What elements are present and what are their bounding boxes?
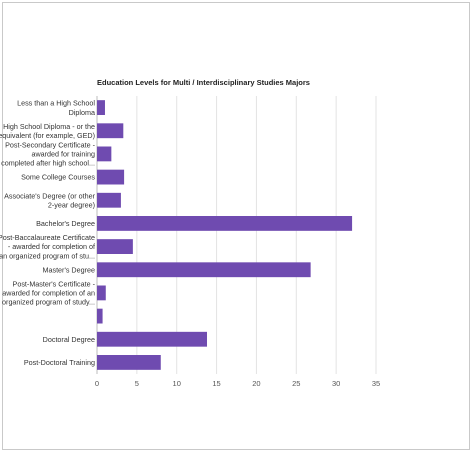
- category-label-line: 2-year degree): [48, 200, 95, 209]
- category-label-line: awarded for training: [31, 150, 95, 159]
- category-label: Post-Doctoral Training: [24, 358, 95, 367]
- bar: [97, 285, 106, 301]
- bar: [97, 100, 105, 115]
- x-tick-label: 35: [372, 379, 380, 388]
- gridlines: [96, 96, 377, 374]
- category-label-line: Bachelor's Degree: [36, 219, 95, 228]
- x-tick-labels: 0 5 10 15 20 25 30 35: [95, 379, 380, 388]
- category-label-line: Master's Degree: [42, 265, 95, 274]
- category-label: Bachelor's Degree: [36, 219, 95, 228]
- bar: [97, 216, 353, 231]
- category-label-line: Diploma: [69, 108, 95, 117]
- x-tick-label: 5: [135, 379, 139, 388]
- category-labels: Less than a High School Diploma High Schoo…: [0, 99, 96, 367]
- bar: [97, 239, 133, 254]
- bar: [97, 262, 311, 278]
- category-label: Post-Baccalaureate Certificate - awarded …: [0, 233, 95, 260]
- category-label-line: Associate's Degree (or other: [4, 191, 95, 200]
- category-label-line: High School Diploma - or the: [3, 122, 95, 131]
- bars: [97, 100, 353, 370]
- x-tick-label: 0: [95, 379, 99, 388]
- category-label: Doctoral Degree: [43, 335, 95, 344]
- category-label-line: Doctoral Degree: [43, 335, 95, 344]
- category-label: Some College Courses: [21, 173, 95, 182]
- bar: [97, 331, 208, 347]
- category-label-line: Less than a High School: [17, 99, 95, 108]
- category-label-line: completed after high school...: [1, 159, 95, 168]
- bar: [97, 123, 124, 139]
- x-tick-label: 15: [212, 379, 220, 388]
- x-tick-label: 10: [173, 379, 181, 388]
- category-label-line: - awarded for completion of: [8, 242, 95, 251]
- bar: [97, 308, 103, 324]
- category-label-line: Post-Secondary Certificate -: [5, 140, 95, 149]
- category-label-line: Post-Baccalaureate Certificate: [0, 233, 95, 242]
- category-label: Master's Degree: [42, 265, 95, 274]
- category-label: High School Diploma - or the equivalent (…: [0, 122, 95, 140]
- category-label-line: organized program of study...: [2, 298, 95, 307]
- category-label-line: Post-Doctoral Training: [24, 358, 95, 367]
- bar: [97, 146, 112, 162]
- category-label: Less than a High School Diploma: [17, 99, 95, 117]
- x-tick-label: 30: [332, 379, 340, 388]
- category-label-line: awarded for completion of an: [2, 289, 95, 298]
- category-label-line: equivalent (for example, GED): [0, 131, 95, 140]
- category-label: Post-Secondary Certificate -awarded for …: [1, 140, 95, 167]
- category-label-line: Post-Master's Certificate -: [13, 279, 96, 288]
- x-tick-label: 20: [252, 379, 260, 388]
- chart-title: Education Levels for Multi / Interdiscip…: [97, 78, 310, 87]
- bar: [97, 192, 121, 208]
- category-label: Associate's Degree (or other 2-year degre…: [4, 191, 95, 209]
- bar: [97, 355, 161, 370]
- bar: [97, 169, 125, 185]
- category-label-line: Some College Courses: [21, 173, 95, 182]
- category-label-line: an organized program of stu...: [0, 251, 95, 260]
- x-tick-label: 25: [292, 379, 300, 388]
- category-label: Post-Master's Certificate -awarded for c…: [2, 279, 96, 306]
